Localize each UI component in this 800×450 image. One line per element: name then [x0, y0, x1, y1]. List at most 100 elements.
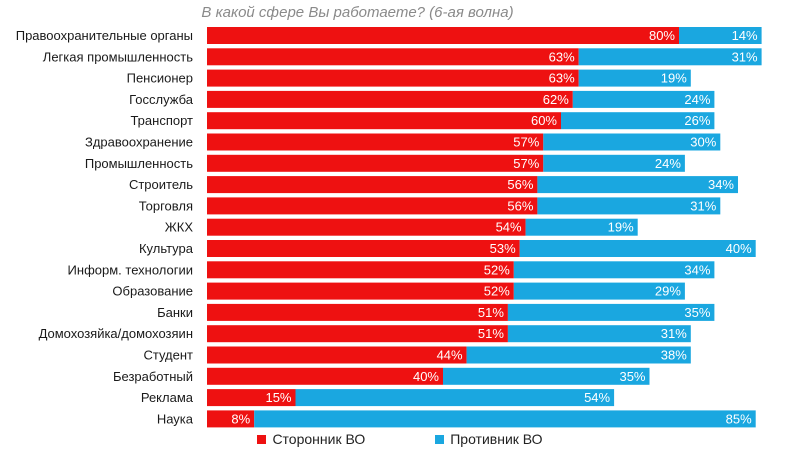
category-label: Домохозяйка/домохозяин	[39, 326, 193, 341]
category-label: Госслужба	[129, 92, 194, 107]
value-label-opponent: 38%	[661, 348, 687, 363]
bar-opponent	[578, 69, 691, 87]
value-label-opponent: 40%	[726, 241, 752, 256]
bar-supporter	[207, 367, 443, 385]
legend-label-opponent: Противник ВО	[450, 431, 543, 447]
category-label: Культура	[139, 241, 194, 256]
bar-supporter	[207, 176, 538, 194]
value-label-supporter: 53%	[490, 241, 516, 256]
value-label-supporter: 52%	[484, 284, 510, 299]
value-label-opponent: 29%	[655, 284, 681, 299]
bar-supporter	[207, 346, 467, 364]
value-label-supporter: 56%	[507, 198, 533, 213]
value-label-supporter: 51%	[478, 305, 504, 320]
value-label-supporter: 57%	[513, 156, 539, 171]
bar-supporter	[207, 325, 508, 343]
bar-supporter	[207, 48, 579, 66]
bar-supporter	[207, 389, 296, 407]
bar-supporter	[207, 133, 544, 151]
category-label: ЖКХ	[165, 220, 194, 235]
value-label-opponent: 30%	[690, 135, 716, 150]
value-label-supporter: 54%	[496, 220, 522, 235]
value-label-opponent: 31%	[732, 49, 758, 64]
bar-opponent	[543, 133, 721, 151]
value-label-opponent: 26%	[684, 113, 710, 128]
value-label-supporter: 80%	[649, 28, 675, 43]
value-label-supporter: 60%	[531, 113, 557, 128]
bar-opponent	[561, 112, 715, 130]
value-label-opponent: 19%	[608, 220, 634, 235]
value-label-opponent: 24%	[655, 156, 681, 171]
category-label: Образование	[112, 284, 193, 299]
bar-supporter	[207, 282, 514, 300]
bar-opponent	[513, 261, 715, 279]
bar-opponent	[519, 240, 756, 257]
category-label: Реклама	[141, 390, 194, 405]
bar-opponent	[537, 197, 721, 215]
value-label-supporter: 62%	[543, 92, 569, 107]
category-label: Здравоохранение	[85, 135, 193, 150]
bar-opponent	[513, 282, 685, 300]
value-label-supporter: 57%	[513, 135, 539, 150]
category-label: Строитель	[129, 177, 193, 192]
category-label: Студент	[143, 348, 193, 363]
value-label-supporter: 44%	[437, 348, 463, 363]
category-label: Безработный	[113, 369, 193, 384]
bar-opponent	[466, 346, 691, 364]
value-label-opponent: 34%	[708, 177, 734, 192]
value-label-opponent: 31%	[690, 198, 716, 213]
bar-opponent	[578, 48, 762, 66]
bar-supporter	[207, 69, 579, 87]
bar-opponent	[543, 154, 685, 172]
value-label-supporter: 8%	[231, 411, 250, 426]
bar-supporter	[207, 112, 561, 130]
bar-opponent	[443, 367, 650, 385]
bar-supporter	[207, 197, 538, 215]
bar-supporter	[207, 240, 520, 257]
category-label: Легкая промышленность	[43, 49, 193, 64]
legend: Сторонник ВО Противник ВО	[0, 431, 800, 447]
value-label-opponent: 35%	[619, 369, 645, 384]
bar-supporter	[207, 303, 508, 321]
category-label: Банки	[157, 305, 193, 320]
value-label-opponent: 85%	[726, 411, 752, 426]
bar-opponent	[679, 27, 762, 44]
legend-swatch-supporter	[257, 434, 267, 444]
value-label-opponent: 19%	[661, 71, 687, 86]
category-label: Информ. технологии	[68, 262, 193, 277]
bar-supporter	[207, 27, 679, 44]
bar-opponent	[254, 410, 756, 428]
bar-opponent	[507, 303, 715, 321]
value-label-supporter: 40%	[413, 369, 439, 384]
category-label: Торговля	[139, 198, 193, 213]
category-label: Правоохранительные органы	[16, 28, 193, 43]
bar-opponent	[525, 218, 638, 236]
value-label-opponent: 34%	[684, 262, 710, 277]
value-label-opponent: 14%	[732, 28, 758, 43]
value-label-opponent: 54%	[584, 390, 610, 405]
category-label: Транспорт	[130, 113, 193, 128]
legend-item-opponent: Противник ВО	[435, 431, 543, 447]
legend-item-supporter: Сторонник ВО	[257, 431, 365, 447]
value-label-supporter: 56%	[507, 177, 533, 192]
bar-opponent	[572, 90, 715, 108]
category-label: Пенсионер	[127, 71, 193, 86]
bar-supporter	[207, 410, 255, 428]
value-label-supporter: 15%	[265, 390, 291, 405]
category-label: Наука	[157, 411, 194, 426]
chart-title: В какой сфере Вы работаете? (6-ая волна)	[201, 4, 514, 21]
legend-label-supporter: Сторонник ВО	[272, 431, 366, 447]
value-label-supporter: 63%	[549, 71, 575, 86]
bar-opponent	[507, 325, 691, 343]
category-label: Промышленность	[85, 156, 193, 171]
value-label-supporter: 51%	[478, 326, 504, 341]
value-label-supporter: 52%	[484, 262, 510, 277]
value-label-supporter: 63%	[549, 49, 575, 64]
bar-opponent	[537, 176, 738, 194]
value-label-opponent: 35%	[684, 305, 710, 320]
value-label-opponent: 31%	[661, 326, 687, 341]
bar-supporter	[207, 261, 514, 279]
value-label-opponent: 24%	[684, 92, 710, 107]
legend-swatch-opponent	[435, 434, 445, 444]
